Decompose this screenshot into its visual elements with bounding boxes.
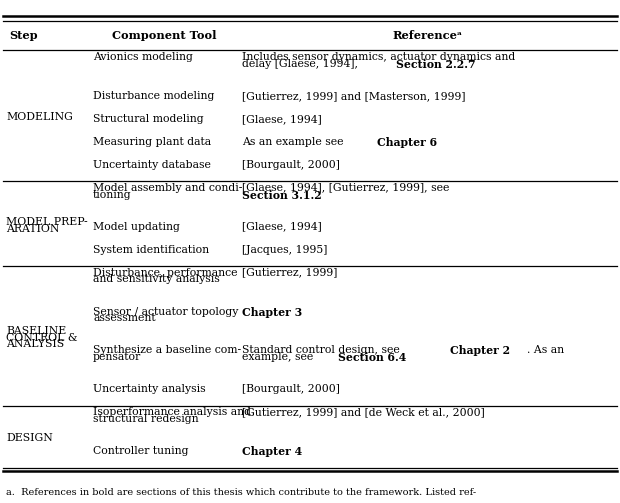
Text: Avionics modeling: Avionics modeling [93,52,193,62]
Text: Chapter 6: Chapter 6 [378,137,437,148]
Text: tioning: tioning [93,190,131,200]
Text: [Gutierrez, 1999]: [Gutierrez, 1999] [242,268,337,278]
Text: Referenceᵃ: Referenceᵃ [392,30,463,41]
Text: [Jacques, 1995]: [Jacques, 1995] [242,244,327,255]
Text: and sensitivity analysis: and sensitivity analysis [93,275,219,284]
Text: example, see: example, see [242,352,317,362]
Text: ARATION: ARATION [6,224,60,234]
Text: pensator: pensator [93,352,141,362]
Text: . As an: . As an [528,346,565,356]
Text: Step: Step [9,30,38,41]
Text: Model updating: Model updating [93,222,180,232]
Text: structural redesign: structural redesign [93,414,198,424]
Text: Disturbance, performance: Disturbance, performance [93,268,237,278]
Text: Section 2.2.7: Section 2.2.7 [396,59,476,69]
Text: Uncertainty analysis: Uncertainty analysis [93,384,206,394]
Text: [Glaese, 1994]: [Glaese, 1994] [242,114,322,124]
Text: As an example see: As an example see [242,137,347,147]
Text: CONTROL &: CONTROL & [6,332,78,343]
Text: System identification: System identification [93,244,209,255]
Text: Chapter 4: Chapter 4 [242,446,302,457]
Text: Model assembly and condi-: Model assembly and condi- [93,183,242,193]
Text: Disturbance modeling: Disturbance modeling [93,91,215,101]
Text: [Bourgault, 2000]: [Bourgault, 2000] [242,384,340,394]
Text: [Glaese, 1994], [Gutierrez, 1999], see: [Glaese, 1994], [Gutierrez, 1999], see [242,183,449,193]
Text: Sensor / actuator topology: Sensor / actuator topology [93,306,238,316]
Text: Standard control design, see: Standard control design, see [242,346,403,356]
Text: assessment: assessment [93,313,156,323]
Text: delay [Glaese, 1994],: delay [Glaese, 1994], [242,59,361,68]
Text: [Gutierrez, 1999] and [de Weck et al., 2000]: [Gutierrez, 1999] and [de Weck et al., 2… [242,407,485,417]
Text: [Gutierrez, 1999] and [Masterson, 1999]: [Gutierrez, 1999] and [Masterson, 1999] [242,91,465,101]
Text: a.  References in bold are sections of this thesis which contribute to the frame: a. References in bold are sections of th… [6,488,476,497]
Text: Structural modeling: Structural modeling [93,114,203,124]
Text: MODELING: MODELING [6,112,73,122]
Text: DESIGN: DESIGN [6,434,53,444]
Text: Section 6.4: Section 6.4 [339,352,407,363]
Text: Chapter 2: Chapter 2 [450,346,510,357]
Text: ANALYSIS: ANALYSIS [6,340,64,350]
Text: BASELINE: BASELINE [6,326,66,336]
Text: Synthesize a baseline com-: Synthesize a baseline com- [93,346,241,356]
Text: MODEL PREP-: MODEL PREP- [6,217,88,227]
Text: Uncertainty database: Uncertainty database [93,160,211,170]
Text: Chapter 3: Chapter 3 [242,306,302,317]
Text: Controller tuning: Controller tuning [93,446,188,456]
Text: Isoperformance analysis and: Isoperformance analysis and [93,407,251,417]
Text: Measuring plant data: Measuring plant data [93,137,211,147]
Text: Includes sensor dynamics, actuator dynamics and: Includes sensor dynamics, actuator dynam… [242,52,515,62]
Text: Section 3.1.2: Section 3.1.2 [242,190,322,201]
Text: Component Tool: Component Tool [112,30,216,41]
Text: [Bourgault, 2000]: [Bourgault, 2000] [242,160,340,170]
Text: [Glaese, 1994]: [Glaese, 1994] [242,222,322,232]
